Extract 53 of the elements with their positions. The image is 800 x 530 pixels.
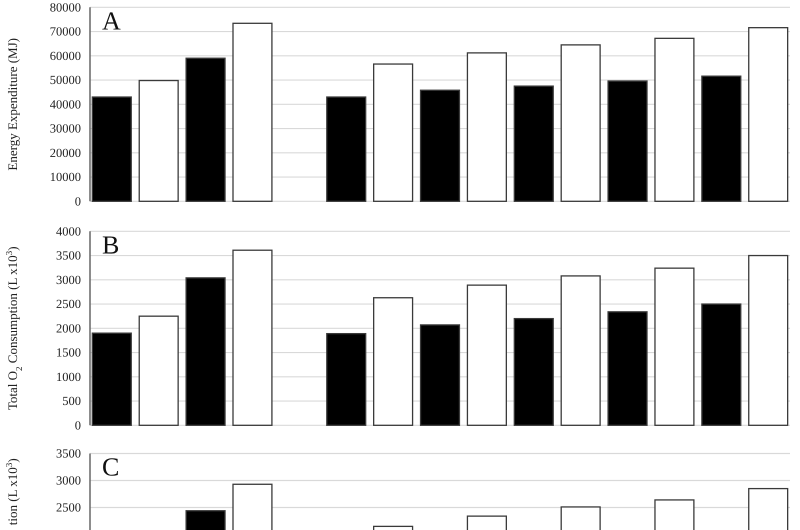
y-tick-label: 2000 — [56, 321, 81, 336]
y-tick-label: 0 — [74, 194, 81, 208]
y-tick-label: 50000 — [50, 73, 81, 88]
bar — [420, 324, 460, 426]
bar — [560, 44, 601, 202]
bar — [748, 27, 788, 202]
bar — [373, 297, 414, 426]
bar — [92, 332, 132, 426]
y-tick-label: 60000 — [50, 48, 81, 63]
y-tick-label: 3000 — [56, 473, 81, 488]
bar — [185, 58, 226, 202]
chart-title: C — [102, 452, 120, 482]
y-tick-label: 2500 — [56, 297, 81, 312]
y-tick-label: 3000 — [56, 272, 81, 287]
bar — [607, 80, 648, 202]
y-tick-label: 80000 — [50, 0, 81, 14]
bar — [185, 277, 226, 426]
bar — [654, 268, 695, 426]
bar — [466, 284, 507, 426]
bar — [326, 332, 366, 426]
bar — [514, 318, 554, 426]
y-tick-label: 500 — [62, 394, 81, 408]
y-tick-label: 0 — [74, 418, 81, 432]
bar — [92, 96, 132, 202]
y-tick-label: 3500 — [56, 248, 81, 263]
y-tick-label: 70000 — [50, 24, 81, 39]
y-tick-label: 40000 — [50, 97, 81, 112]
y-axis-title: Energy Expenditure (MJ) — [5, 38, 20, 171]
y-tick-label: 4000 — [56, 224, 81, 238]
bar — [326, 96, 366, 202]
bar — [373, 63, 414, 202]
y-tick-label: 1000 — [56, 370, 81, 384]
bar — [701, 76, 742, 202]
chart-title: A — [102, 6, 121, 36]
bar — [560, 275, 601, 426]
y-tick-label: 30000 — [50, 122, 81, 136]
y-tick-label: 2500 — [56, 500, 81, 514]
bar — [701, 303, 742, 426]
bar — [138, 316, 179, 426]
bar — [654, 38, 695, 202]
y-tick-label: 10000 — [50, 170, 81, 184]
bar — [232, 250, 273, 426]
y-tick-label: 20000 — [50, 146, 81, 160]
bar — [232, 22, 273, 202]
y-tick-label: 3500 — [56, 446, 81, 460]
bar — [514, 85, 554, 202]
y-tick-label: 1500 — [56, 346, 81, 360]
bar — [466, 52, 507, 202]
bar — [420, 90, 460, 202]
chart-title: B — [102, 230, 120, 260]
bar — [748, 254, 788, 426]
bar — [607, 311, 648, 426]
bar — [138, 80, 179, 202]
